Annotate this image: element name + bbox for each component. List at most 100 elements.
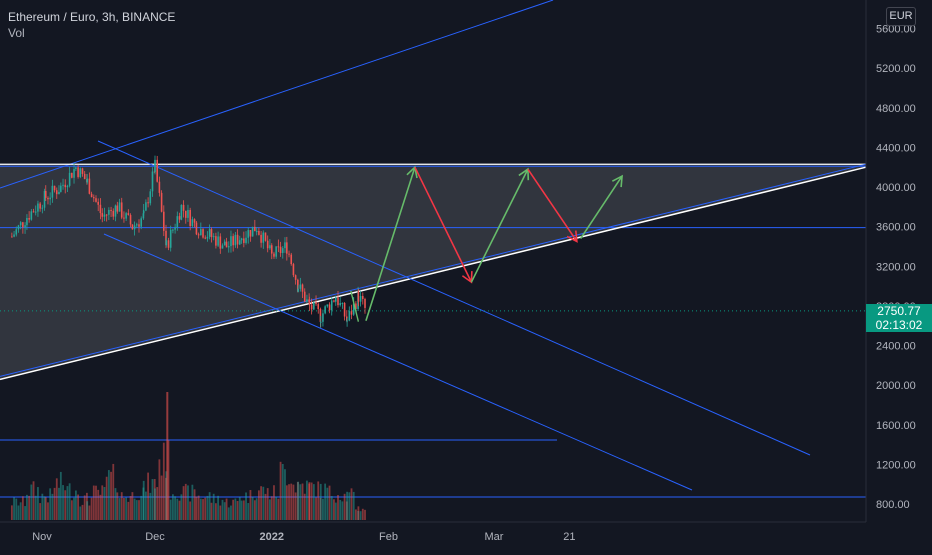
time-tick-label: 2022	[260, 531, 284, 543]
volume-bar	[191, 484, 194, 520]
candle-body	[319, 309, 322, 322]
price-axis-background	[866, 0, 932, 550]
volume-bar	[53, 487, 56, 520]
candle-body	[217, 236, 219, 246]
volume-bar	[281, 463, 284, 520]
candle-body	[297, 288, 299, 292]
volume-bar	[292, 484, 295, 520]
candle-body	[315, 302, 317, 305]
volume-bar	[131, 492, 134, 520]
volume-bar	[333, 499, 335, 520]
candle-body	[167, 240, 170, 248]
candle-body	[260, 234, 262, 243]
candle-body	[364, 298, 366, 308]
volume-bar	[341, 501, 344, 520]
candle-body	[44, 190, 47, 198]
volume-bar	[178, 500, 181, 520]
volume-bar	[156, 487, 159, 520]
volume-bar	[62, 485, 64, 520]
volume-bar	[253, 500, 256, 520]
candle-body	[64, 184, 67, 188]
candle-body	[11, 236, 13, 238]
candle-body	[208, 229, 211, 237]
volume-bar	[232, 499, 235, 520]
volume-bar	[279, 461, 282, 520]
last-price-tag: 2750.77 02:13:02	[866, 304, 932, 332]
candle-body	[330, 300, 333, 311]
volume-bar	[92, 485, 95, 520]
candle-body	[357, 290, 360, 302]
volume-bar	[58, 487, 60, 520]
volume-bar	[114, 488, 117, 520]
candle-body	[169, 229, 172, 248]
candle-body	[348, 311, 351, 321]
price-tick-label: 2000.00	[876, 380, 916, 392]
volume-bar	[99, 494, 102, 520]
candle-body	[101, 213, 104, 217]
candle-body	[79, 168, 82, 177]
volume-bar	[315, 497, 317, 520]
volume-bar	[306, 480, 308, 520]
volume-bar	[34, 495, 37, 520]
candle-body	[133, 225, 136, 230]
candle-body	[158, 181, 161, 193]
volume-bar	[116, 492, 119, 520]
candle-body	[116, 205, 119, 212]
candle-body	[39, 203, 41, 209]
volume-bar	[339, 499, 342, 520]
volume-bar	[145, 491, 147, 520]
projection-arrow-down	[414, 166, 473, 283]
candle-body	[184, 210, 187, 218]
volume-bar	[180, 494, 183, 520]
candle-body	[238, 240, 241, 245]
currency-button[interactable]: EUR	[886, 7, 916, 26]
volume-bar	[317, 481, 320, 520]
candle-body	[264, 232, 267, 241]
candle-body	[41, 207, 44, 209]
volume-bar	[28, 495, 31, 520]
volume-bar	[123, 497, 125, 520]
candle-body	[266, 240, 269, 249]
candle-body	[206, 236, 209, 239]
candle-body	[131, 224, 134, 230]
candle-body	[245, 237, 247, 243]
volume-bar	[147, 472, 149, 520]
volume-bar	[81, 504, 84, 520]
price-tick-label: 1600.00	[876, 420, 916, 432]
candle-body	[30, 211, 33, 220]
volume-bar	[326, 487, 329, 520]
volume-bar	[151, 479, 154, 520]
candle-body	[254, 226, 256, 232]
price-tick-label: 5200.00	[876, 63, 916, 75]
candle-body	[249, 230, 252, 237]
candle-body	[24, 225, 26, 228]
volume-bar	[225, 498, 228, 520]
volume-bar	[15, 498, 18, 520]
candle-body	[306, 299, 308, 302]
candle-body	[34, 211, 37, 213]
volume-bar	[59, 471, 62, 520]
volume-bar	[221, 499, 224, 520]
volume-bar	[275, 496, 278, 520]
volume-bar	[361, 508, 364, 520]
volume-bar	[245, 492, 247, 520]
volume-bar	[68, 483, 71, 520]
time-tick-label: Dec	[145, 531, 165, 543]
volume-bar	[105, 476, 108, 520]
volume-bar	[212, 493, 215, 520]
projection-arrow-up	[579, 175, 623, 239]
candle-body	[149, 191, 152, 204]
volume-bar	[230, 505, 232, 520]
volume-bar	[346, 491, 348, 520]
volume-bar	[206, 495, 209, 520]
candle-body	[258, 230, 260, 235]
volume-bar	[223, 502, 226, 520]
support-line	[0, 166, 867, 381]
volume-bar	[193, 489, 196, 520]
candle-body	[142, 210, 145, 214]
volume-bar	[172, 494, 174, 520]
candle-body	[236, 234, 239, 245]
candle-body	[187, 209, 189, 218]
